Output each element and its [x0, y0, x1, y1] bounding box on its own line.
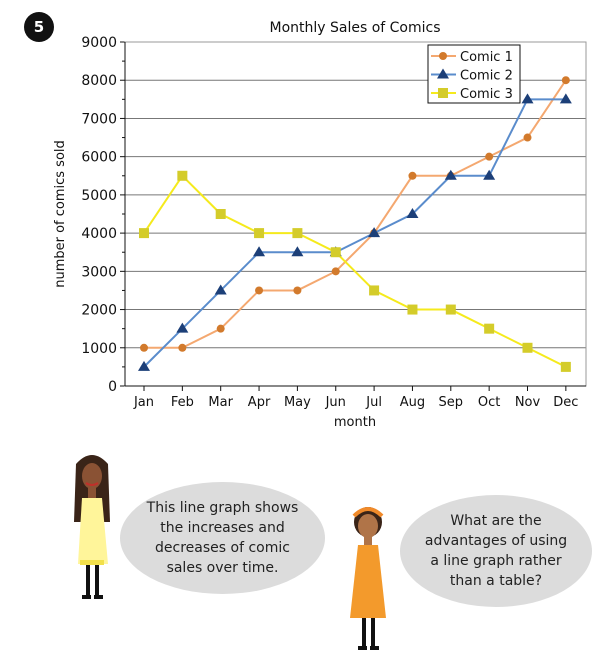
series-2-point	[559, 93, 572, 104]
series-1-point	[255, 286, 264, 295]
girl-figure-left	[74, 455, 110, 599]
series-3-line	[143, 174, 567, 368]
series-2-point	[483, 169, 496, 180]
y-tick-label: 2000	[81, 303, 117, 319]
legend-marker	[437, 68, 449, 79]
series-2-point	[291, 246, 304, 257]
legend-label: Comic 1	[460, 50, 513, 65]
series-1-line	[144, 79, 567, 349]
series-1-point	[561, 76, 570, 85]
x-tick-label: Dec	[553, 395, 578, 410]
x-tick-label: Nov	[515, 395, 541, 410]
series-1-point	[293, 286, 302, 295]
y-tick-label: 6000	[81, 150, 117, 166]
y-tick-label: 8000	[81, 73, 117, 89]
series-1-point	[331, 267, 340, 276]
series-1-point	[485, 152, 494, 161]
y-tick-label: 1000	[81, 341, 117, 357]
speech-text-right: What are the advantages of using a line …	[424, 513, 568, 589]
x-tick-label: Sep	[439, 395, 464, 410]
speech-bubble-left: This line graph shows the increases and …	[120, 482, 325, 594]
x-tick-label: Mar	[208, 395, 233, 410]
x-tick-label: Jun	[325, 395, 346, 410]
series-3-point	[292, 228, 303, 239]
x-tick-label: Aug	[400, 395, 425, 410]
series-3-point	[254, 228, 265, 239]
series-2-point	[444, 169, 457, 180]
x-tick-label: Oct	[478, 395, 500, 410]
series-3-point	[484, 323, 495, 334]
series-3-point	[369, 285, 380, 296]
series-2-point	[138, 360, 150, 371]
series-1-point	[178, 343, 187, 352]
speech-bubble-right: What are the advantages of using a line …	[400, 495, 592, 607]
legend-marker	[438, 88, 448, 98]
line-chart: Monthly Sales of Comics 0 1000 2000 3000 4000…	[53, 20, 587, 430]
y-tick-label: 3000	[81, 264, 117, 280]
x-tick-label: May	[284, 395, 311, 410]
x-tick-label: Apr	[248, 395, 271, 410]
series-3-point	[445, 304, 456, 315]
speech-text-left: This line graph shows the increases and …	[146, 500, 299, 576]
legend-label: Comic 3	[460, 87, 513, 102]
x-tick-label: Jul	[365, 395, 382, 410]
series-2-point	[253, 246, 266, 257]
x-tick-label: Feb	[171, 395, 194, 410]
series-2-point	[214, 284, 227, 295]
y-axis-label: number of comics sold	[53, 140, 68, 288]
girl-figure-right	[350, 507, 386, 650]
y-tick-label: 7000	[81, 111, 117, 127]
series-3-point	[330, 247, 341, 258]
y-tick-label: 5000	[81, 188, 117, 204]
series-1-point	[140, 343, 148, 352]
series-3-point	[177, 170, 188, 181]
series-2-point	[176, 322, 189, 333]
series-1-point	[216, 324, 225, 333]
y-tick-label: 0	[108, 379, 117, 395]
x-tick-label: Jan	[133, 395, 154, 410]
series-3-point	[560, 361, 571, 372]
legend-label: Comic 2	[460, 69, 513, 84]
series-3-point	[407, 304, 418, 315]
y-tick-label: 4000	[81, 226, 117, 242]
series-1-point	[523, 133, 532, 142]
series-2-line	[143, 98, 566, 368]
y-tick-label: 9000	[81, 35, 117, 51]
legend-marker	[439, 52, 447, 60]
series-3-point	[139, 228, 149, 239]
series-3-point	[215, 209, 226, 219]
chart-title: Monthly Sales of Comics	[269, 20, 440, 36]
series-2-point	[368, 227, 381, 238]
x-axis-label: month	[334, 415, 376, 430]
question-number-badge: 5	[24, 12, 54, 42]
series-2-point	[521, 93, 534, 104]
series-1-point	[408, 171, 417, 180]
series-3-point	[522, 342, 533, 353]
series-2-point	[406, 208, 419, 218]
